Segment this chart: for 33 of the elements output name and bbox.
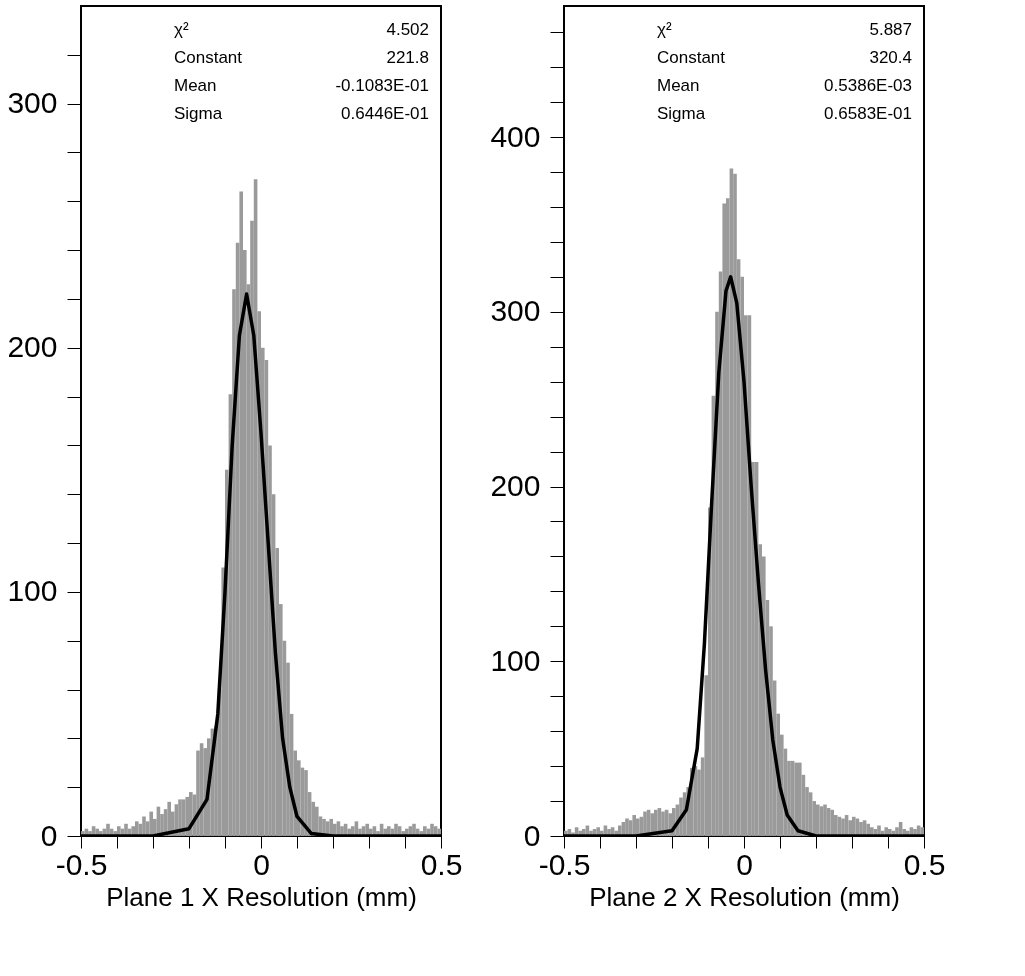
y-tick-label: 200 bbox=[490, 469, 541, 503]
annotation: χ² bbox=[657, 20, 672, 39]
y-tick-label: 100 bbox=[490, 643, 541, 677]
annotation: Constant bbox=[657, 48, 726, 67]
y-tick-label: 400 bbox=[490, 119, 541, 153]
annotation: χ² bbox=[174, 20, 189, 39]
annotation: 320.4 bbox=[869, 48, 912, 67]
x-tick-label: 0.5 bbox=[903, 847, 946, 881]
x-tick-label: 0 bbox=[736, 847, 753, 881]
y-tick-label: 100 bbox=[7, 574, 58, 608]
annotation: 0.6446E-01 bbox=[341, 104, 429, 123]
x-tick-label: 0 bbox=[253, 847, 270, 881]
annotation: -0.1083E-01 bbox=[335, 76, 429, 95]
x-tick-label: -0.5 bbox=[538, 847, 591, 881]
annotation: 221.8 bbox=[386, 48, 429, 67]
y-tick-label: 0 bbox=[523, 818, 541, 852]
y-tick-label: 200 bbox=[7, 330, 58, 364]
y-tick-label: 0 bbox=[40, 818, 58, 852]
x-axis-title: Plane 1 X Resolution (mm) bbox=[106, 881, 417, 912]
annotation: Sigma bbox=[174, 104, 223, 123]
annotation: Constant bbox=[174, 48, 243, 67]
annotation: 5.887 bbox=[869, 20, 912, 39]
annotation: 0.6583E-01 bbox=[824, 104, 912, 123]
annotation: Mean bbox=[657, 76, 700, 95]
x-axis-title: Plane 2 X Resolution (mm) bbox=[589, 881, 900, 912]
annotation: Sigma bbox=[657, 104, 706, 123]
x-tick-label: -0.5 bbox=[55, 847, 108, 881]
annotation: Mean bbox=[174, 76, 217, 95]
y-tick-label: 300 bbox=[7, 86, 58, 120]
annotation: 4.502 bbox=[386, 20, 429, 39]
annotation: 0.5386E-03 bbox=[824, 76, 912, 95]
x-tick-label: 0.5 bbox=[420, 847, 463, 881]
y-tick-label: 300 bbox=[490, 294, 541, 328]
